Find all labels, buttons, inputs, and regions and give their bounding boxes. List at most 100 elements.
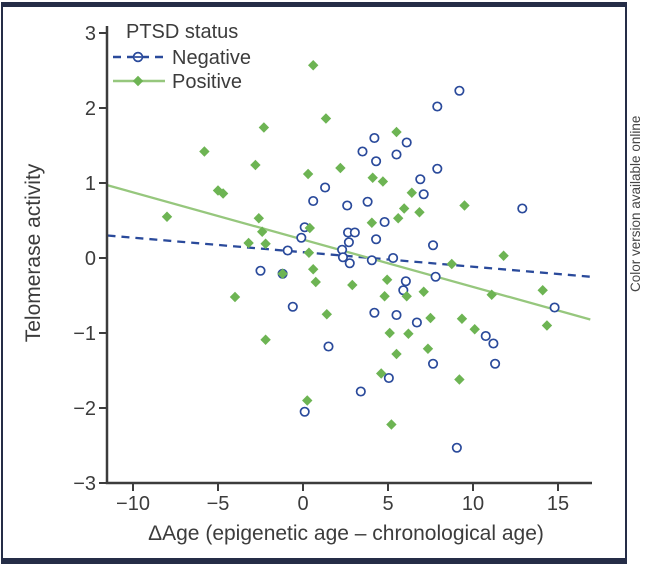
data-point-positive [302, 395, 313, 406]
y-tick-label: −1 [73, 323, 96, 345]
data-point-negative [549, 302, 560, 313]
data-point-positive [161, 211, 173, 222]
y-tick-label: 3 [85, 23, 96, 45]
data-point-positive [398, 203, 410, 214]
y-tick-label: 0 [85, 248, 96, 270]
data-point-negative [369, 132, 380, 144]
data-point-positive [199, 146, 210, 157]
data-point-negative [357, 146, 368, 157]
data-point-negative [308, 195, 319, 207]
trend-line-negative [107, 234, 591, 278]
data-point-positive [376, 368, 387, 379]
legend-label-negative: Negative [172, 47, 251, 69]
x-tick-label: −10 [116, 493, 150, 515]
data-point-positive [459, 200, 470, 211]
data-point-positive [366, 217, 378, 228]
data-point-negative [488, 338, 499, 349]
legend: PTSD status Negative Positive [113, 21, 251, 93]
data-point-negative [430, 271, 441, 282]
data-point-negative [299, 406, 310, 417]
data-point-positive [243, 237, 254, 249]
data-point-positive [403, 328, 414, 339]
y-axis-title: Telomerase activity [22, 163, 45, 342]
data-point-positive [422, 343, 434, 354]
x-axis-title: ΔAge (epigenetic age – chronological age… [148, 522, 544, 545]
data-point-positive [381, 274, 393, 285]
data-point-negative [418, 189, 429, 200]
right-border [625, 2, 627, 564]
data-point-negative [255, 265, 266, 276]
legend-item-positive: Positive [113, 71, 242, 93]
data-point-positive [367, 172, 378, 183]
x-tick-label: 0 [297, 493, 308, 515]
data-point-positive [384, 327, 395, 339]
data-point-negative [344, 258, 355, 269]
left-border [1, 2, 3, 564]
data-point-positive [498, 250, 509, 261]
data-point-negative [343, 237, 354, 248]
data-point-positive [401, 291, 412, 302]
legend-title: PTSD status [126, 21, 238, 43]
legend-item-negative: Negative [113, 47, 251, 69]
data-point-positive [302, 168, 314, 180]
data-point-positive [379, 291, 390, 302]
data-point-positive [391, 126, 402, 138]
data-point-positive [393, 213, 404, 224]
data-point-negative [371, 234, 382, 245]
data-point-negative [517, 203, 528, 214]
data-point-positive [406, 187, 417, 198]
data-point-negative [371, 156, 382, 167]
trend-line-positive [107, 184, 591, 321]
data-point-negative [369, 307, 380, 318]
data-point-positive [446, 258, 457, 270]
x-tick-label: −5 [207, 493, 230, 515]
data-point-negative [454, 85, 465, 96]
data-point-negative [415, 174, 426, 185]
data-point-negative [401, 137, 412, 148]
y-tick-label: −3 [73, 473, 96, 495]
data-point-positive [253, 213, 264, 224]
data-point-positive [229, 291, 241, 303]
data-point-positive [321, 309, 332, 320]
data-point-negative [366, 255, 377, 266]
data-point-positive [425, 312, 436, 324]
data-point-positive [308, 264, 319, 275]
data-points [161, 60, 560, 453]
data-point-positive [217, 188, 229, 199]
data-point-positive [303, 247, 315, 258]
data-point-negative [391, 309, 402, 321]
data-point-positive [320, 113, 332, 124]
x-tick-label: 10 [462, 493, 484, 515]
data-point-positive [377, 176, 389, 187]
legend-label-positive: Positive [172, 71, 242, 93]
data-point-positive [418, 286, 429, 297]
x-tick-label: 5 [382, 493, 393, 515]
data-point-negative [400, 276, 411, 287]
x-tick-label: 15 [547, 493, 569, 515]
data-point-positive [304, 222, 315, 234]
data-point-positive [308, 60, 319, 71]
y-tick-label: 1 [85, 173, 96, 195]
data-point-negative [427, 240, 439, 251]
data-point-positive [541, 320, 553, 331]
data-point-positive [456, 313, 468, 324]
data-point-negative [349, 227, 360, 238]
data-point-negative [362, 196, 373, 207]
data-point-positive [414, 207, 425, 218]
data-point-positive [486, 289, 497, 300]
data-point-negative [391, 149, 402, 160]
data-point-negative [287, 301, 298, 312]
bottom-rule [1, 558, 627, 564]
data-point-positive [454, 374, 465, 385]
data-point-positive [277, 268, 288, 279]
data-point-negative [355, 386, 366, 397]
data-point-negative [320, 182, 331, 193]
diamond-marker-icon [132, 75, 144, 87]
y-tick-label: −2 [73, 398, 96, 420]
data-point-negative [282, 245, 293, 256]
data-point-positive [260, 238, 271, 249]
data-point-positive [537, 285, 548, 296]
data-point-positive [260, 334, 271, 345]
